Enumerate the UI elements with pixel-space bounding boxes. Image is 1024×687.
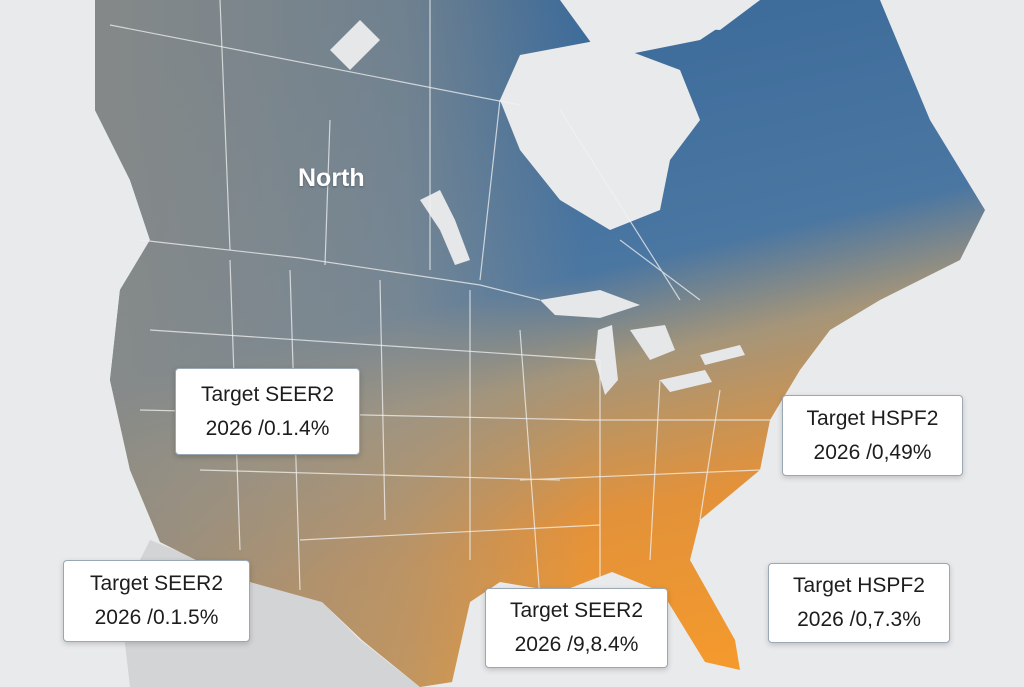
- callout: Target SEER2 2026 /0.1.4%: [175, 368, 360, 455]
- hudson-bay: [500, 40, 700, 230]
- callout-value: 2026 /0.1.5%: [94, 606, 219, 629]
- callout-title: Target SEER2: [509, 599, 644, 622]
- callout-value: 2026 /9,8.4%: [514, 633, 639, 656]
- callout-title: Target HSPF2: [806, 406, 939, 430]
- callout-value: 2026 /0,49%: [813, 440, 932, 464]
- region-label: North: [298, 164, 365, 192]
- callout-title: Target SEER2: [89, 572, 224, 595]
- callout-value: 2026 /0,7.3%: [797, 608, 921, 631]
- great-lakes: [330, 20, 745, 395]
- callout-value: 2026 /0.1.4%: [205, 416, 330, 440]
- callout: Target HSPF2 2026 /0,49%: [782, 395, 963, 476]
- callout-title: Target SEER2: [200, 382, 335, 406]
- callout: Target SEER2 2026 /9,8.4%: [485, 588, 668, 668]
- arctic-water: [560, 0, 760, 55]
- callout: Target HSPF2 2026 /0,7.3%: [768, 563, 950, 643]
- land: [95, 0, 985, 687]
- callout-title: Target HSPF2: [793, 574, 925, 597]
- callout: Target SEER2 2026 /0.1.5%: [63, 560, 250, 642]
